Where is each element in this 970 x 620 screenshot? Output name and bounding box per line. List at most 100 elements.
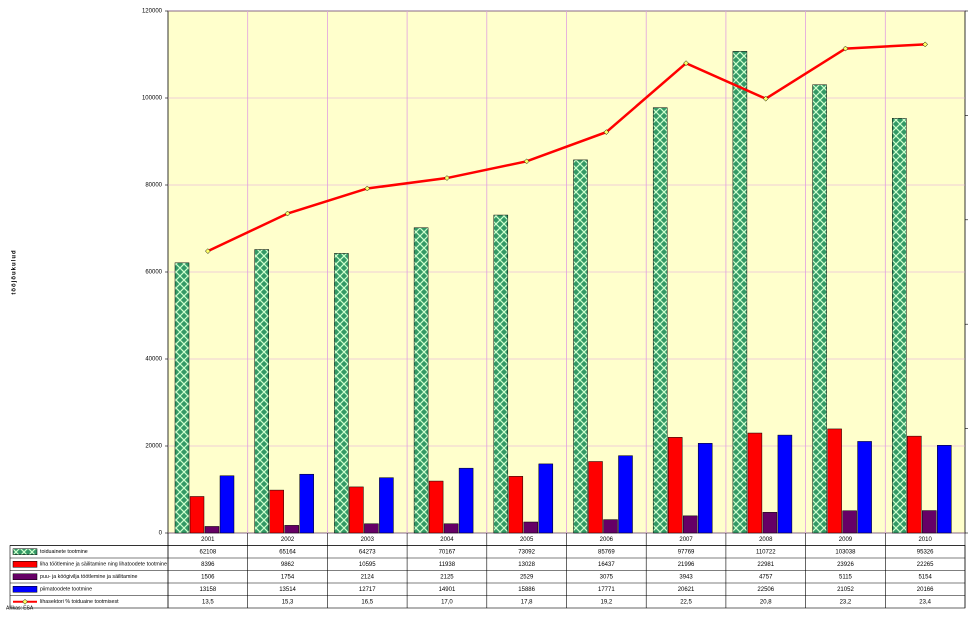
line-series: [207, 43, 926, 253]
bar: [254, 249, 269, 534]
y-axis-label: tööjõukulud: [12, 249, 18, 294]
table-value: 2125: [440, 574, 454, 580]
bar: [174, 262, 190, 534]
table-value: 22981: [757, 562, 774, 568]
x-tick-label: 2007: [679, 537, 693, 543]
table-value: 4757: [759, 574, 773, 580]
table-value: 64273: [359, 549, 376, 555]
table-value: 110722: [756, 549, 776, 555]
x-tick-label: 2006: [600, 537, 614, 543]
bar: [907, 435, 922, 534]
bar: [922, 510, 937, 534]
bar: [299, 473, 314, 534]
line-marker: [922, 41, 929, 48]
table-value: 15,3: [282, 599, 294, 605]
legend-swatch: [12, 573, 38, 580]
table-value: 2124: [361, 574, 375, 580]
line-marker: [683, 60, 689, 67]
table-value: 5154: [918, 574, 932, 580]
table-value: 73092: [518, 549, 535, 555]
table-value: 8396: [201, 562, 215, 568]
table-value: 23926: [837, 562, 854, 568]
table-value: 13,5: [202, 599, 214, 605]
table-value: 21052: [837, 587, 854, 593]
table-value: 62108: [200, 549, 217, 555]
table-value: 22,5: [680, 599, 692, 605]
line-marker: [204, 248, 211, 254]
legend-label: puu- ja köögivilja töötlemine ja säilita…: [40, 574, 138, 580]
table-value: 3943: [679, 574, 693, 580]
bar: [443, 523, 459, 534]
line-marker: [603, 129, 610, 135]
table-value: 11938: [439, 562, 456, 568]
table-value: 22265: [917, 562, 934, 568]
table-value: 9862: [281, 562, 295, 568]
x-tick-label: 2002: [281, 537, 295, 543]
legend-label: lihasektori % toiduaine tootmisest: [40, 599, 119, 605]
bar: [493, 214, 509, 534]
table-value: 17771: [598, 587, 615, 593]
bar: [573, 159, 588, 534]
table-value: 65164: [279, 549, 296, 555]
y-tick-label: 80000: [145, 183, 162, 189]
bar: [269, 489, 284, 534]
bar: [413, 227, 429, 534]
legend-swatch: [22, 598, 28, 605]
bar: [364, 523, 379, 534]
bar: [349, 486, 364, 534]
table-value: 5115: [839, 574, 853, 580]
bar: [842, 510, 857, 534]
bar: [603, 519, 618, 534]
line-marker: [284, 210, 291, 217]
bar: [523, 521, 539, 534]
y-tick-label: 100000: [142, 96, 163, 102]
bar: [334, 253, 349, 534]
table-value: 23,2: [840, 599, 852, 605]
bar: [667, 437, 683, 534]
table-value: 85769: [598, 549, 615, 555]
bar: [827, 428, 842, 534]
x-tick-label: 2009: [839, 537, 853, 543]
bar: [189, 496, 205, 534]
x-tick-label: 2008: [759, 537, 773, 543]
y-tick-label: 60000: [145, 270, 162, 276]
bar: [732, 51, 748, 534]
table-value: 70167: [439, 549, 456, 555]
table-value: 16437: [598, 562, 615, 568]
bar: [652, 107, 668, 534]
x-tick-label: 2003: [361, 537, 375, 543]
line-marker: [762, 95, 769, 102]
table-value: 12717: [359, 587, 376, 593]
bar: [618, 455, 633, 534]
line-marker: [523, 158, 530, 165]
bar: [508, 476, 524, 534]
x-tick-label: 2010: [918, 537, 932, 543]
legend-label: toiduainete tootmine: [40, 549, 88, 555]
table-value: 22506: [757, 587, 774, 593]
source: Allikas: ESA: [6, 605, 34, 611]
table-value: 13028: [518, 562, 535, 568]
bar: [697, 443, 713, 534]
table-frame: [9, 545, 966, 609]
y-tick-label: 40000: [145, 357, 162, 363]
table-value: 15886: [518, 587, 535, 593]
bar: [458, 467, 474, 534]
legend-swatch: [12, 586, 38, 593]
table-value: 13514: [279, 587, 296, 593]
x-tick-label: 2001: [201, 537, 215, 543]
table-value: 10595: [359, 562, 376, 568]
table-value: 20621: [678, 587, 695, 593]
line-marker: [444, 175, 450, 181]
y-tick-label: 0: [159, 531, 163, 537]
y-tick-label: 120000: [142, 9, 163, 15]
table-value: 16,5: [361, 599, 373, 605]
bar: [747, 432, 763, 534]
table-value: 17,8: [521, 599, 533, 605]
table-value: 20,8: [760, 599, 772, 605]
table-value: 20166: [917, 587, 934, 593]
table-value: 17,0: [441, 599, 453, 605]
legend-label: piimatoodete tootmine: [40, 587, 92, 593]
table-value: 97769: [678, 549, 695, 555]
x-tick-label: 2005: [520, 537, 534, 543]
